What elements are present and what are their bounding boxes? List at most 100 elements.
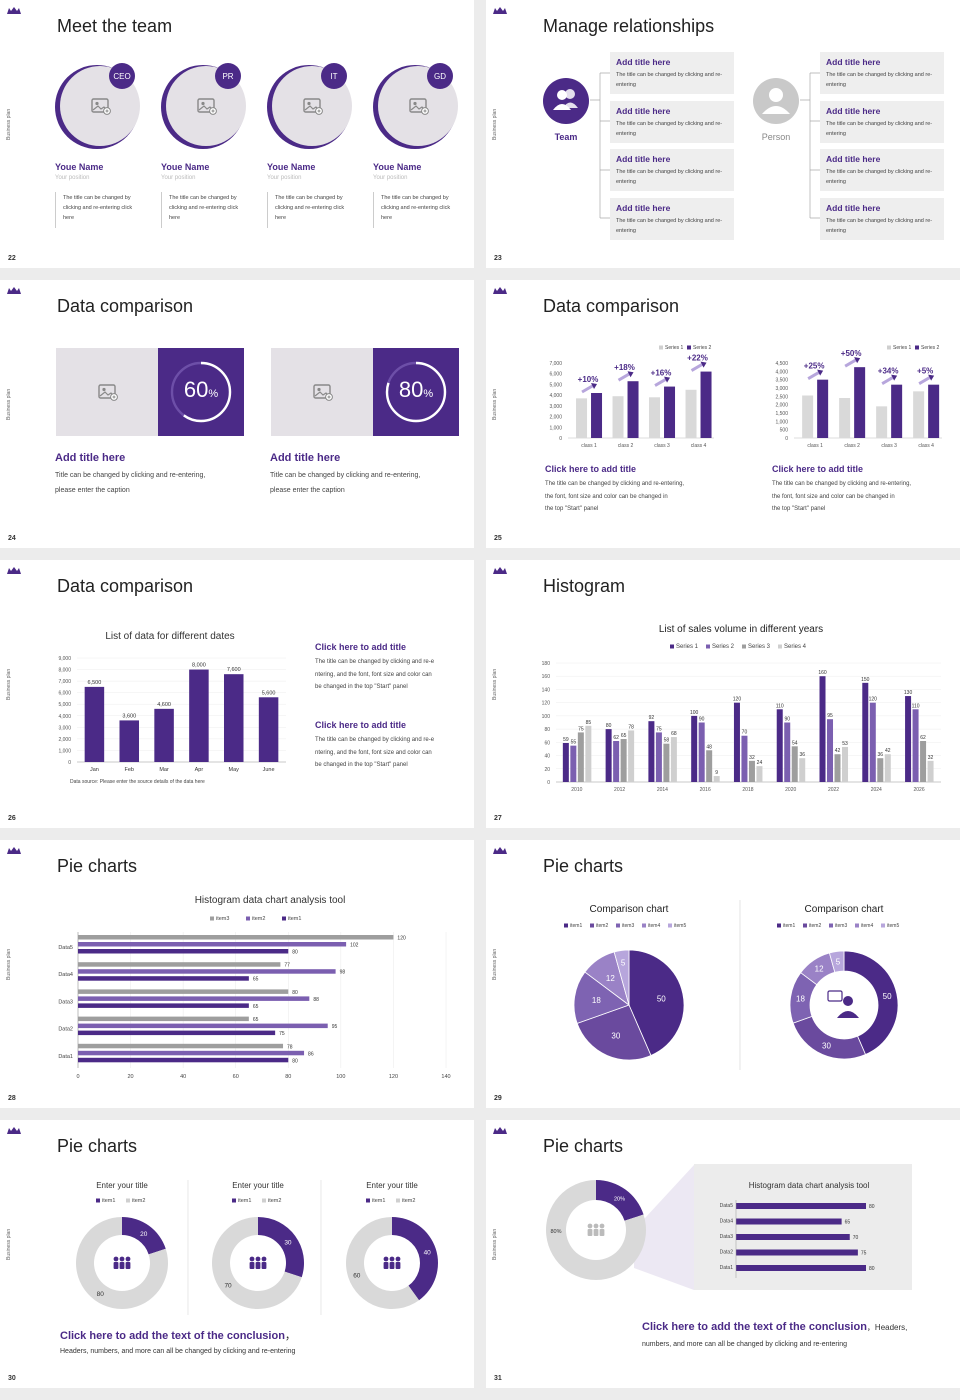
person-body	[383, 1262, 389, 1269]
legend-label: item2	[132, 1198, 145, 1204]
data-source: Data source: Please enter the source det…	[70, 779, 205, 785]
value-label: 80	[869, 1204, 875, 1210]
logo-icon	[493, 7, 507, 14]
relationship-box[interactable]: Add title here The title can be changed b…	[820, 100, 944, 143]
bar-series-1	[612, 396, 624, 438]
relationship-box[interactable]: Add title here The title can be changed b…	[820, 149, 944, 191]
role-badge	[215, 63, 241, 89]
slice-label: 12	[815, 965, 824, 974]
bar-series-3	[748, 760, 755, 782]
bar-series-3	[920, 741, 927, 782]
value-label: 110	[776, 703, 784, 709]
divider	[161, 192, 162, 228]
relationship-box[interactable]: Add title here The title can be changed b…	[610, 149, 734, 191]
slide-25[interactable]: Data comparison Business plan 25 Series …	[486, 280, 960, 548]
growth-arrow-head	[891, 374, 898, 381]
category-label: class 3	[654, 443, 670, 449]
relationship-box[interactable]: Add title here The title can be changed b…	[610, 197, 734, 240]
tick-label: 0	[547, 780, 550, 786]
category-label: class 4	[691, 443, 707, 449]
value-label: 75	[656, 726, 662, 732]
agent-body	[837, 1011, 859, 1018]
bar-item3	[78, 989, 289, 994]
tick-label: 80	[544, 727, 550, 733]
legend-label: item1	[102, 1198, 115, 1204]
donut-slice-item2	[346, 1217, 420, 1309]
growth-arrow-head	[700, 361, 707, 368]
slide-29[interactable]: Pie charts Business plan 29 Comparison c…	[486, 840, 960, 1108]
pie-slice	[576, 1004, 652, 1061]
legend-swatch	[616, 923, 620, 928]
support-agent-icon	[827, 990, 859, 1018]
tick-label: 0	[76, 1074, 79, 1080]
relationship-box[interactable]: Add title here The title can be changed b…	[820, 52, 944, 94]
value-label: 85	[586, 720, 592, 726]
category-label: class 4	[918, 443, 934, 449]
legend-swatch	[706, 644, 710, 649]
slide-26[interactable]: Data comparison Business plan 26 List of…	[0, 560, 474, 828]
value-label: 95	[827, 713, 833, 719]
legend-swatch	[262, 1198, 266, 1203]
value-label: 42	[835, 748, 841, 754]
slide-31[interactable]: Pie charts Business plan 31 20% 80% Data5 8…	[486, 1120, 960, 1388]
slide-23[interactable]: Manage relationships Business plan 23 Te…	[486, 0, 960, 268]
slide-title: Data comparison	[543, 296, 680, 316]
member-position: Your position	[55, 175, 90, 181]
team-photo: PR	[161, 63, 246, 149]
relationship-box[interactable]: Add title here The title can be changed b…	[610, 52, 734, 94]
category-label: 2016	[700, 787, 711, 793]
person-head	[383, 1256, 389, 1262]
category-label: class 3	[881, 443, 897, 449]
slide-27[interactable]: Histogram Business plan 27 List of sales…	[486, 560, 960, 828]
relationship-box[interactable]: Add title here The title can be changed b…	[610, 100, 734, 143]
caption-text: The title can be changed by clicking and…	[772, 481, 912, 487]
donut-slice	[546, 1180, 646, 1280]
pie-slice	[613, 949, 630, 1006]
legend-swatch	[282, 916, 286, 921]
donut-slice-item1	[258, 1217, 304, 1278]
conclusion[interactable]: Click here to add the text of the conclu…	[60, 1327, 296, 1343]
tick-label: 1,500	[775, 411, 788, 417]
role-badge-label: GD	[434, 72, 446, 81]
growth-arrow	[690, 362, 705, 372]
relationship-box[interactable]: Add title here The title can be changed b…	[820, 197, 944, 240]
slide-title: Data comparison	[57, 576, 194, 596]
bar-item1	[78, 949, 289, 954]
logo-icon	[493, 847, 507, 854]
tick-label: 0	[559, 436, 562, 442]
value-label: 90	[699, 717, 705, 723]
slide-24[interactable]: Data comparison Business plan 24 60% Add …	[0, 280, 474, 548]
category-label: 2022	[828, 787, 839, 793]
member-description: The title can be changed by clicking and…	[275, 195, 345, 221]
person-body	[599, 1229, 605, 1236]
caption-text: the font, font size and color can be cha…	[545, 493, 668, 500]
slide-30[interactable]: Pie charts Business plan 30 Enter your t…	[0, 1120, 474, 1388]
team-photo: IT	[267, 63, 352, 149]
page-number: 30	[8, 1375, 16, 1382]
slice-label: 50	[883, 992, 892, 1001]
value-label: 88	[313, 997, 319, 1003]
value-label: 120	[733, 697, 742, 703]
donut-title: Enter your title	[96, 1181, 148, 1190]
slice-label: 18	[796, 994, 805, 1003]
conclusion[interactable]: Click here to add the text of the conclu…	[642, 1321, 907, 1333]
team-photo: GD	[373, 63, 458, 149]
legend-swatch	[778, 644, 782, 649]
tick-label: 40	[180, 1074, 186, 1080]
value-label: 65	[253, 977, 259, 983]
role-badge	[321, 63, 347, 89]
bar-series-2	[891, 384, 903, 438]
slide-22[interactable]: Meet the team Business plan 22 CEO Youe N…	[0, 0, 474, 268]
value-label: 86	[308, 1051, 314, 1057]
bar-item3	[78, 935, 394, 940]
block-title: Click here to add title	[315, 642, 407, 652]
legend-label: item3	[216, 916, 229, 922]
tick-label: 60	[233, 1074, 239, 1080]
tick-label: 2,000	[58, 737, 71, 743]
slide-28[interactable]: Pie charts Business plan 28 Histogram da…	[0, 840, 474, 1108]
bar-series-3	[620, 739, 627, 782]
bar-series-2	[869, 702, 876, 782]
value-label: 92	[649, 715, 655, 721]
growth-arrow	[654, 377, 668, 387]
value-label: 62	[920, 735, 926, 741]
